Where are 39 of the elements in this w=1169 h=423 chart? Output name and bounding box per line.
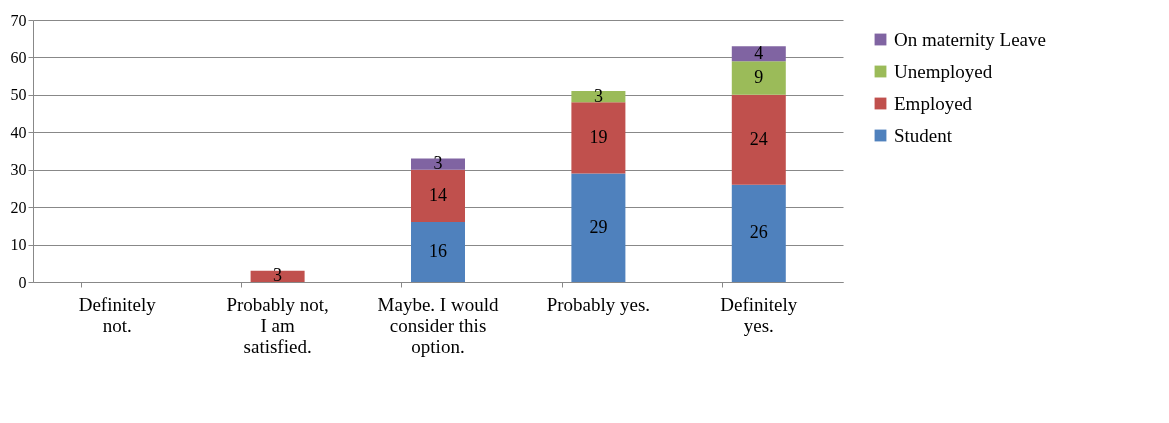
data-label: 16 — [429, 241, 447, 262]
x-tick-label: Maybe. I would consider this option. — [377, 293, 499, 357]
bar — [571, 173, 626, 282]
bar — [731, 61, 786, 95]
bar — [571, 91, 626, 103]
data-label: 3 — [593, 85, 603, 106]
data-label: 3 — [273, 265, 283, 286]
bar — [731, 46, 786, 62]
y-tick-label: 60 — [10, 48, 27, 66]
data-label: 14 — [429, 184, 447, 205]
x-tick-label: Definitely not. — [78, 293, 157, 336]
bar — [571, 102, 626, 174]
x-tick-label: Probably not, I am satisfied. — [226, 293, 329, 357]
y-tick-label: 30 — [10, 161, 27, 179]
x-tick-label: Definitely yes. — [720, 293, 798, 336]
data-label: 26 — [749, 222, 768, 243]
data-label: 9 — [754, 67, 764, 88]
bar — [411, 169, 465, 223]
data-label: 24 — [749, 128, 768, 149]
x-tick-label: Probably yes. — [546, 293, 651, 315]
bar — [411, 222, 465, 282]
data-label: 4 — [754, 42, 764, 63]
y-tick-label: 40 — [10, 123, 27, 141]
data-label: 19 — [589, 126, 608, 147]
data-label: 3 — [433, 153, 443, 174]
y-tick-label: 50 — [10, 86, 27, 104]
y-tick-label: 0 — [18, 273, 27, 291]
bar — [250, 270, 305, 282]
legend-label: Unemployed — [894, 60, 993, 82]
legend-label: Employed — [894, 92, 973, 114]
y-tick-label: 20 — [10, 198, 27, 216]
bar — [411, 158, 465, 170]
bar — [731, 184, 786, 282]
legend-label: Student — [894, 124, 953, 146]
data-label: 29 — [589, 216, 608, 237]
y-tick-label: 70 — [10, 11, 27, 29]
legend-label: On maternity Leave — [894, 28, 1046, 50]
y-tick-label: 10 — [10, 236, 27, 254]
bar — [731, 94, 786, 185]
